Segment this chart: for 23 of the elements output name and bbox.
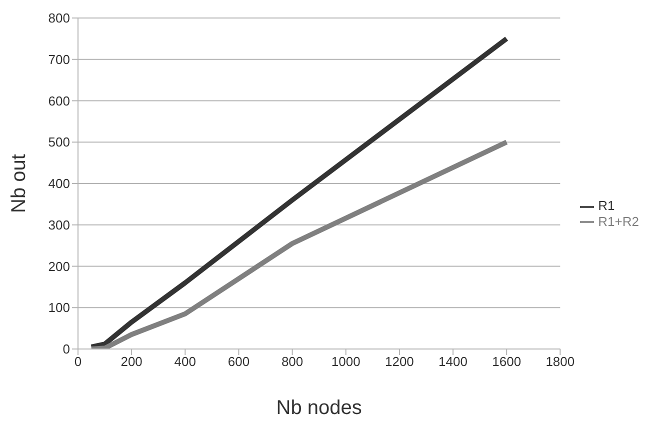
y-tick-label: 200 bbox=[48, 258, 70, 274]
x-tick-label: 1400 bbox=[438, 354, 468, 370]
x-tick-label: 200 bbox=[120, 354, 142, 370]
y-tick-label: 0 bbox=[62, 342, 70, 357]
y-tick-label: 800 bbox=[48, 10, 70, 26]
y-tick-label: 500 bbox=[48, 134, 70, 150]
x-tick-label: 1000 bbox=[331, 354, 360, 370]
x-tick-label: 1600 bbox=[492, 354, 522, 370]
x-axis-title: Nb nodes bbox=[276, 397, 362, 419]
x-tick-label: 600 bbox=[228, 354, 250, 370]
y-tick-label: 700 bbox=[48, 52, 70, 67]
x-tick-label: 1200 bbox=[384, 354, 414, 370]
y-tick-label: 600 bbox=[48, 93, 70, 108]
x-tick-label: 800 bbox=[281, 354, 304, 370]
x-tick-label: 400 bbox=[174, 354, 196, 370]
y-axis-title: Nb out bbox=[8, 154, 30, 213]
y-tick-label: 400 bbox=[48, 176, 70, 192]
x-tick-label: 1800 bbox=[546, 354, 575, 370]
y-tick-label: 100 bbox=[48, 300, 70, 316]
y-tick-label: 300 bbox=[48, 217, 70, 232]
legend-label: R1 bbox=[598, 198, 615, 213]
x-tick-label: 0 bbox=[74, 354, 82, 370]
legend-label: R1+R2 bbox=[598, 214, 639, 228]
